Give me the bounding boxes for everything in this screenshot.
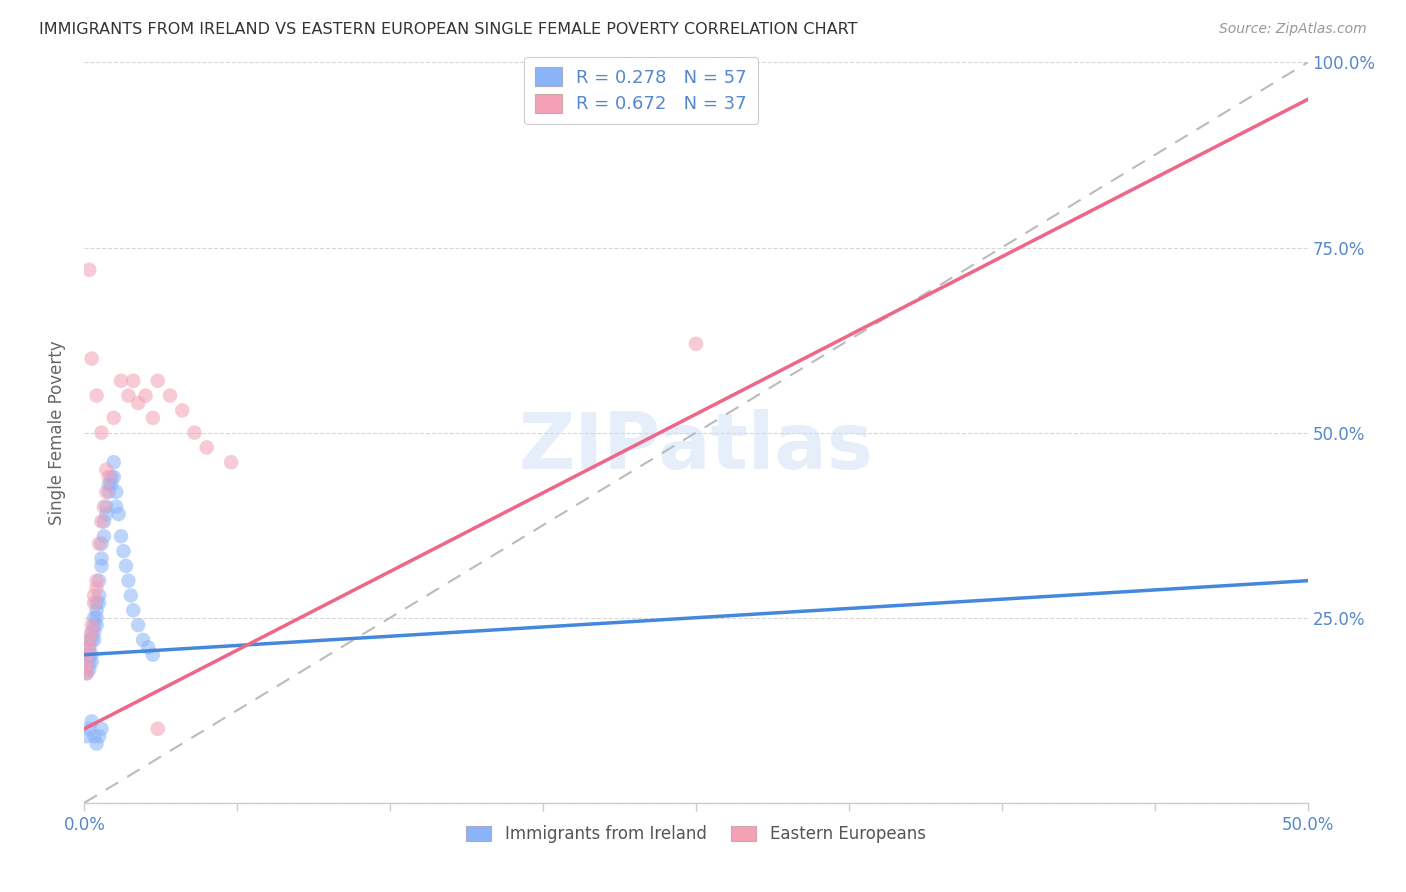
Point bbox=[120, 589, 142, 603]
Point bbox=[77, 632, 100, 647]
Point bbox=[76, 655, 98, 669]
Point bbox=[83, 596, 105, 610]
Point bbox=[183, 425, 205, 440]
Point bbox=[83, 618, 105, 632]
Point bbox=[96, 507, 118, 521]
Point bbox=[76, 648, 98, 662]
Point bbox=[96, 484, 118, 499]
Point bbox=[93, 500, 115, 514]
Point bbox=[172, 403, 194, 417]
Point bbox=[77, 655, 100, 669]
Point bbox=[110, 529, 132, 543]
Point bbox=[76, 729, 98, 743]
Point bbox=[86, 388, 108, 402]
Point bbox=[87, 536, 110, 550]
Point bbox=[112, 544, 135, 558]
Point bbox=[76, 663, 98, 677]
Point bbox=[76, 666, 98, 681]
Point bbox=[90, 536, 112, 550]
Point bbox=[107, 507, 129, 521]
Point bbox=[83, 610, 105, 624]
Y-axis label: Single Female Poverty: Single Female Poverty bbox=[48, 341, 66, 524]
Point bbox=[77, 722, 100, 736]
Point bbox=[142, 648, 165, 662]
Point bbox=[86, 610, 108, 624]
Point bbox=[96, 462, 118, 476]
Point bbox=[100, 470, 122, 484]
Point bbox=[146, 722, 169, 736]
Point bbox=[80, 632, 103, 647]
Point bbox=[135, 388, 157, 402]
Point bbox=[142, 410, 165, 425]
Point bbox=[105, 484, 128, 499]
Point bbox=[132, 632, 155, 647]
Point bbox=[83, 625, 105, 640]
Point bbox=[96, 500, 118, 514]
Point bbox=[93, 515, 115, 529]
Point bbox=[87, 596, 110, 610]
Text: ZIPatlas: ZIPatlas bbox=[519, 409, 873, 485]
Text: Source: ZipAtlas.com: Source: ZipAtlas.com bbox=[1219, 22, 1367, 37]
Point bbox=[90, 425, 112, 440]
Point bbox=[80, 655, 103, 669]
Point bbox=[97, 477, 120, 491]
Point bbox=[80, 351, 103, 366]
Point bbox=[77, 640, 100, 655]
Point bbox=[86, 581, 108, 595]
Point bbox=[83, 632, 105, 647]
Point bbox=[93, 529, 115, 543]
Point bbox=[87, 574, 110, 588]
Point bbox=[97, 470, 120, 484]
Point bbox=[105, 500, 128, 514]
Point bbox=[146, 374, 169, 388]
Point bbox=[77, 632, 100, 647]
Point bbox=[103, 410, 125, 425]
Point bbox=[80, 618, 103, 632]
Point bbox=[77, 663, 100, 677]
Point bbox=[195, 441, 218, 455]
Point bbox=[100, 477, 122, 491]
Point bbox=[76, 663, 98, 677]
Point bbox=[80, 714, 103, 729]
Point bbox=[159, 388, 181, 402]
Point bbox=[76, 655, 98, 669]
Point bbox=[117, 574, 139, 588]
Point bbox=[110, 374, 132, 388]
Point bbox=[103, 470, 125, 484]
Point bbox=[80, 648, 103, 662]
Point bbox=[127, 618, 149, 632]
Point bbox=[117, 388, 139, 402]
Point bbox=[86, 618, 108, 632]
Point bbox=[136, 640, 159, 655]
Point bbox=[90, 558, 112, 573]
Point bbox=[122, 603, 145, 617]
Point bbox=[97, 484, 120, 499]
Point bbox=[86, 737, 108, 751]
Legend: Immigrants from Ireland, Eastern Europeans: Immigrants from Ireland, Eastern Europea… bbox=[460, 819, 932, 850]
Point bbox=[90, 551, 112, 566]
Point bbox=[76, 648, 98, 662]
Point bbox=[127, 396, 149, 410]
Point bbox=[87, 589, 110, 603]
Point bbox=[83, 729, 105, 743]
Point bbox=[90, 722, 112, 736]
Point bbox=[115, 558, 138, 573]
Point bbox=[80, 625, 103, 640]
Point bbox=[685, 336, 707, 351]
Text: IMMIGRANTS FROM IRELAND VS EASTERN EUROPEAN SINGLE FEMALE POVERTY CORRELATION CH: IMMIGRANTS FROM IRELAND VS EASTERN EUROP… bbox=[39, 22, 858, 37]
Point bbox=[86, 603, 108, 617]
Point bbox=[86, 596, 108, 610]
Point bbox=[219, 455, 242, 469]
Point bbox=[77, 262, 100, 277]
Point bbox=[87, 729, 110, 743]
Point bbox=[77, 648, 100, 662]
Point bbox=[80, 625, 103, 640]
Point bbox=[83, 589, 105, 603]
Point bbox=[122, 374, 145, 388]
Point bbox=[90, 515, 112, 529]
Point bbox=[77, 640, 100, 655]
Point bbox=[86, 574, 108, 588]
Point bbox=[103, 455, 125, 469]
Point bbox=[76, 666, 98, 681]
